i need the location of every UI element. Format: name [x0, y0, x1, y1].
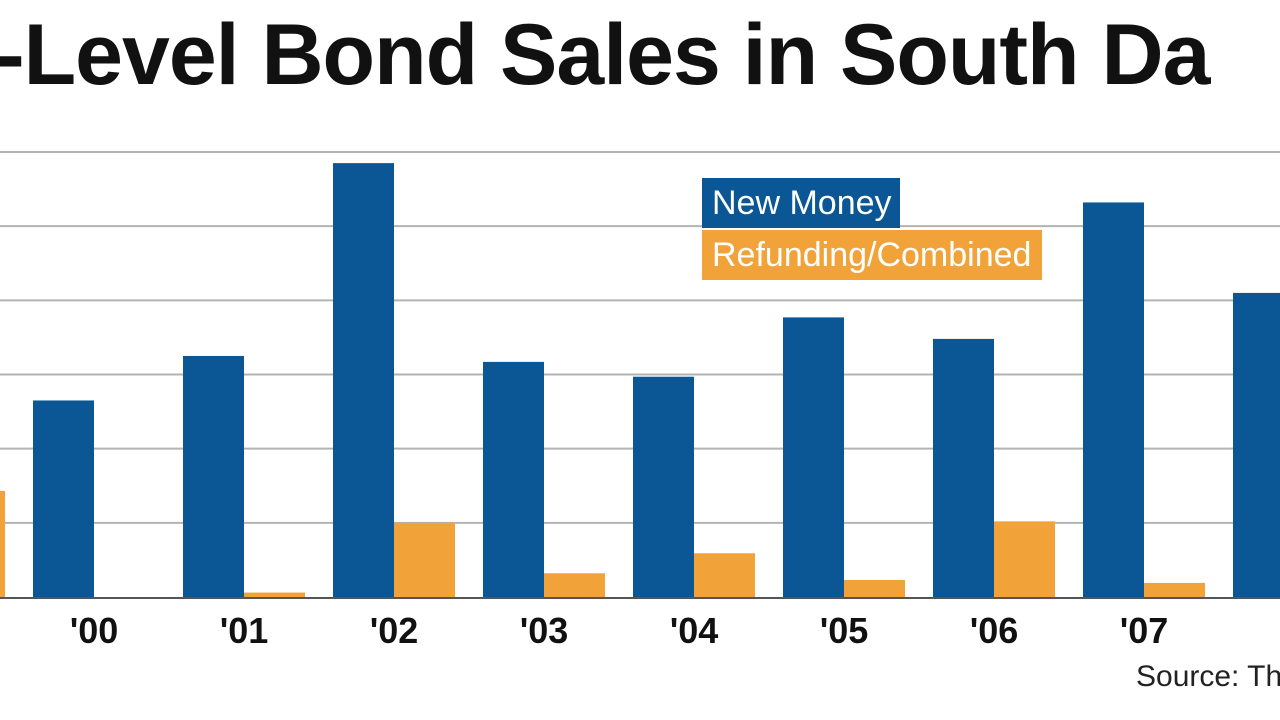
x-tick-label: '01: [220, 610, 269, 651]
bar-refunding: [1144, 582, 1205, 597]
x-tick-label: '04: [670, 610, 719, 651]
bar-new-money: [33, 400, 94, 597]
bars: [0, 163, 1280, 597]
source-note: Source: Th: [1136, 660, 1280, 693]
bar-new-money: [933, 338, 994, 597]
bar-refunding: [0, 490, 5, 597]
bar-new-money: [333, 163, 394, 597]
legend-new-money: New Money: [702, 178, 900, 228]
x-tick-label: '03: [520, 610, 569, 651]
legend-refunding-combined: Refunding/Combined: [702, 230, 1042, 280]
x-tick-label: '07: [1120, 610, 1169, 651]
bar-new-money: [483, 361, 544, 597]
x-tick-label: '06: [970, 610, 1019, 651]
bar-refunding: [244, 592, 305, 597]
bar-refunding: [544, 573, 605, 597]
x-tick-labels: '00'01'02'03'04'05'06'07'0: [70, 610, 1280, 651]
bar-refunding: [394, 522, 455, 597]
bar-new-money: [633, 376, 694, 597]
chart-title: -Level Bond Sales in South Da: [0, 7, 1210, 103]
bar-refunding: [844, 579, 905, 597]
bar-refunding: [994, 521, 1055, 597]
bar-new-money: [1083, 202, 1144, 597]
bar-refunding: [694, 553, 755, 597]
bar-new-money: [183, 355, 244, 597]
bar-new-money: [1233, 292, 1280, 597]
x-tick-label: '00: [70, 610, 119, 651]
bar-new-money: [783, 317, 844, 597]
x-tick-label: '02: [370, 610, 419, 651]
x-tick-label: '05: [820, 610, 869, 651]
